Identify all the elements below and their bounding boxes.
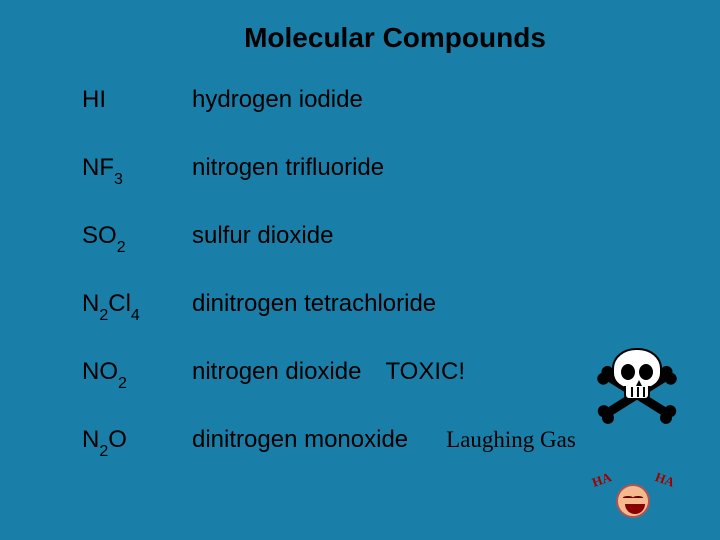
subscript: 2 bbox=[117, 239, 126, 256]
laughing-gas-label: Laughing Gas bbox=[446, 427, 576, 453]
toxic-label: TOXIC! bbox=[385, 358, 465, 386]
laughing-face-icon: HA HA bbox=[598, 470, 668, 530]
formula: N2O bbox=[82, 426, 192, 458]
skull-crossbones-icon bbox=[602, 340, 672, 418]
subscript: 4 bbox=[131, 307, 140, 324]
page-title: Molecular Compounds bbox=[0, 0, 720, 66]
formula-part: N bbox=[82, 426, 99, 453]
formula: N2Cl4 bbox=[82, 290, 192, 322]
compound-name: dinitrogen monoxide bbox=[192, 426, 408, 454]
formula-part: N bbox=[82, 290, 99, 317]
formula: NF3 bbox=[82, 154, 192, 186]
table-row: NF3 nitrogen trifluoride bbox=[82, 154, 720, 222]
table-row: HI hydrogen iodide bbox=[82, 86, 720, 154]
formula-part: NF bbox=[82, 154, 114, 181]
subscript: 2 bbox=[118, 375, 127, 392]
table-row: SO2 sulfur dioxide bbox=[82, 222, 720, 290]
compound-name: dinitrogen tetrachloride bbox=[192, 290, 436, 318]
subscript: 2 bbox=[99, 307, 108, 324]
formula-part: NO bbox=[82, 358, 118, 385]
compound-name: hydrogen iodide bbox=[192, 86, 363, 114]
formula: SO2 bbox=[82, 222, 192, 254]
compound-name: nitrogen trifluoride bbox=[192, 154, 384, 182]
subscript: 2 bbox=[99, 443, 108, 460]
formula-part: SO bbox=[82, 222, 117, 249]
compound-list: HI hydrogen iodide NF3 nitrogen trifluor… bbox=[0, 66, 720, 494]
compound-name: nitrogen dioxide bbox=[192, 358, 361, 386]
formula-part: HI bbox=[82, 86, 106, 113]
subscript: 3 bbox=[114, 171, 123, 188]
formula: HI bbox=[82, 86, 192, 118]
formula: NO2 bbox=[82, 358, 192, 390]
formula-part: O bbox=[108, 426, 127, 453]
formula-part: Cl bbox=[108, 290, 131, 317]
compound-name: sulfur dioxide bbox=[192, 222, 333, 250]
